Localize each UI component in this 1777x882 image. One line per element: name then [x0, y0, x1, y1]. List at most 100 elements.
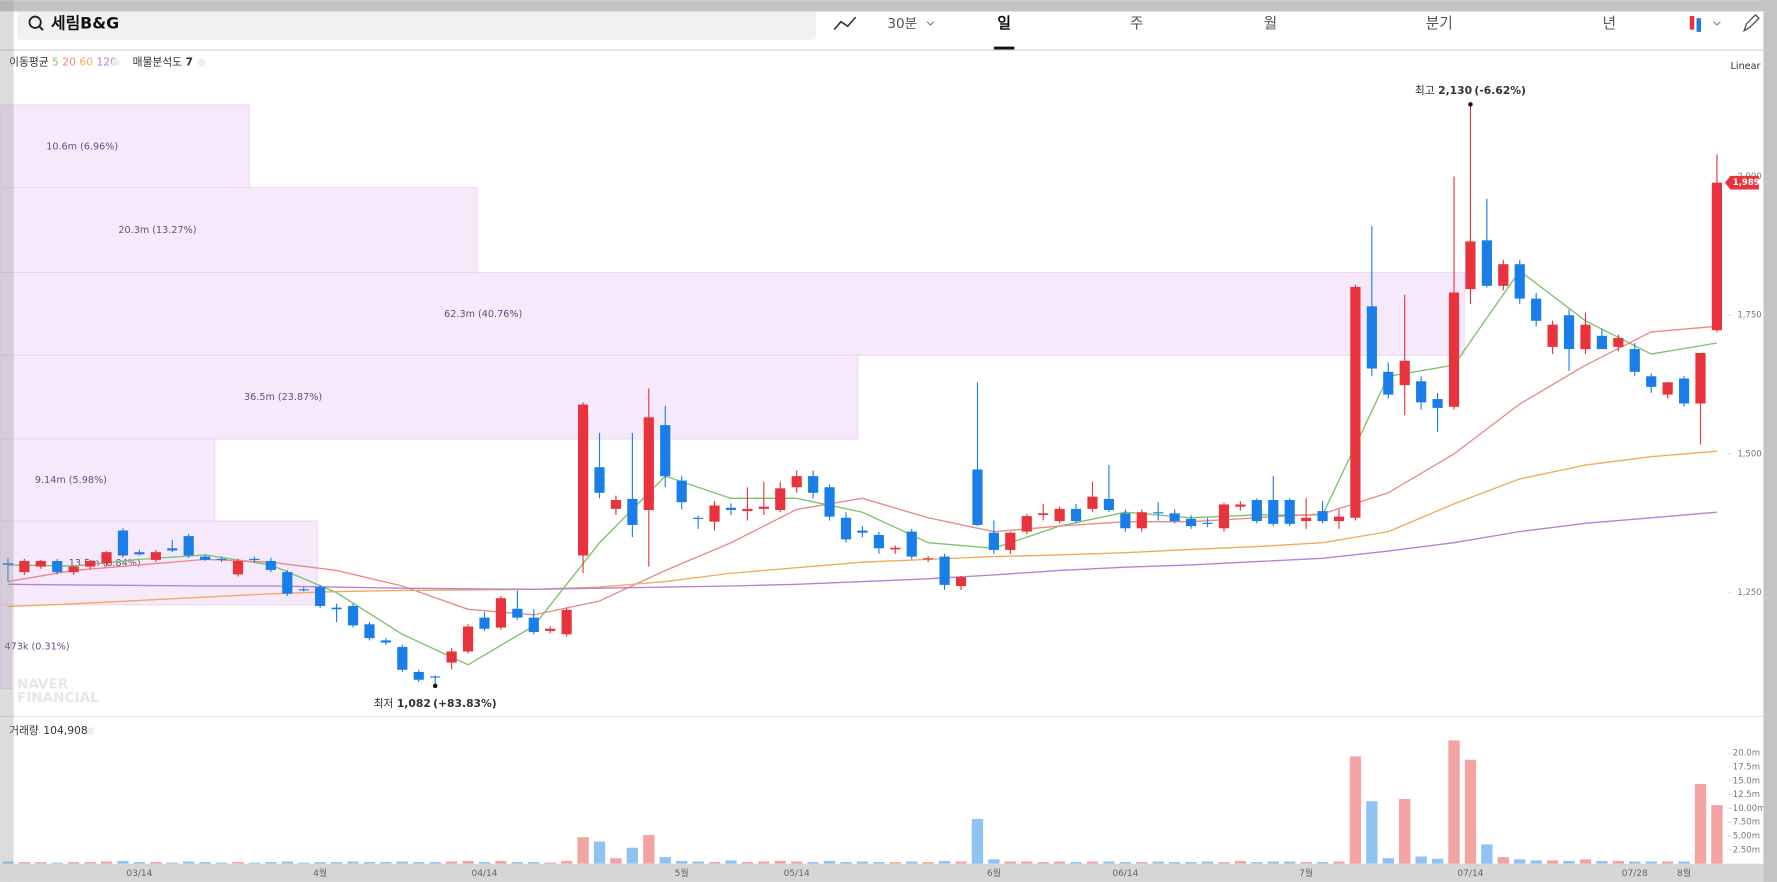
- candle-body: [282, 572, 293, 594]
- candle-icon[interactable]: [1689, 16, 1695, 30]
- search-icon: [38, 25, 44, 31]
- volume-bar: [166, 862, 178, 864]
- draw-icon[interactable]: [1742, 13, 1760, 33]
- candle-body: [923, 558, 934, 560]
- candle-body: [791, 476, 802, 488]
- candle-body: [249, 558, 260, 560]
- candle-body: [1711, 182, 1723, 331]
- candle-body: [1070, 508, 1082, 522]
- legend-title: 이동평균: [9, 55, 49, 68]
- candle-body: [413, 672, 424, 680]
- candle-body: [1498, 264, 1509, 286]
- moving-average-line: [7, 325, 1717, 616]
- candle-body: [1514, 264, 1525, 299]
- volume-bar: [1694, 784, 1707, 864]
- candle-body: [1202, 522, 1213, 524]
- dropdown-icon: [1713, 21, 1721, 26]
- candle-body: [1235, 504, 1246, 507]
- volume-bar: [873, 862, 885, 864]
- volume-bar: [708, 862, 721, 864]
- tab[interactable]: 주: [1130, 15, 1144, 32]
- scale-button[interactable]: Linear: [1731, 61, 1761, 72]
- volume-bar: [35, 862, 47, 864]
- candle-icon[interactable]: [1696, 18, 1702, 32]
- candle-body: [1153, 512, 1164, 514]
- y-tick-label: 10.00m: [1733, 804, 1766, 814]
- volume-bar: [1349, 756, 1362, 864]
- volume-bar: [1464, 759, 1477, 864]
- volume-bar: [1612, 860, 1625, 864]
- candle-body: [183, 536, 194, 556]
- candle-body: [627, 498, 638, 525]
- frame: [0, 0, 14, 882]
- interval-button[interactable]: 30분: [887, 16, 917, 32]
- extreme-label: 최고 2,130 (-6.62%): [1415, 84, 1526, 97]
- candle-body: [561, 609, 572, 635]
- volume-bar: [265, 862, 277, 864]
- x-tick-label: 07/14: [1457, 869, 1483, 879]
- x-tick-label: 05/14: [784, 869, 810, 879]
- x-tick-label: 03/14: [126, 869, 152, 879]
- volume-bar: [380, 862, 392, 864]
- volume-bar: [1136, 862, 1148, 864]
- tab[interactable]: 년: [1602, 15, 1616, 32]
- volume-bar: [544, 862, 556, 864]
- candle-body: [1399, 360, 1410, 386]
- extreme-dot: [432, 683, 438, 689]
- volume-bar: [298, 862, 310, 864]
- volume-bar: [281, 861, 293, 864]
- profile-label: 20.3m (13.27%): [118, 225, 196, 236]
- volume-bar: [528, 862, 540, 864]
- candle-body: [610, 500, 622, 509]
- legend-entry: 20: [62, 55, 76, 68]
- volume-bar: [1053, 861, 1066, 864]
- candle-body: [216, 558, 227, 560]
- volume-bar: [1546, 860, 1559, 864]
- last-price-tag: [1724, 175, 1759, 190]
- volume-bar: [971, 818, 984, 864]
- volume-bar: [1201, 861, 1214, 864]
- tab[interactable]: 분기: [1426, 15, 1453, 32]
- extreme-value: 1,082: [397, 697, 431, 710]
- tab[interactable]: 월: [1264, 15, 1278, 32]
- volume-bar: [791, 861, 803, 864]
- candle-body: [1218, 504, 1230, 529]
- candle-body: [594, 467, 605, 493]
- x-axis: 03/14 4월 04/14 5월 05/14 6월 06/14 7월 07/14 07/28 8월: [126, 867, 1691, 879]
- profile-band: [0, 104, 250, 189]
- profile-label: 9.14m (5.98%): [35, 475, 107, 486]
- candle-body: [1678, 378, 1690, 404]
- candle-body: [1596, 335, 1608, 350]
- candle-body: [347, 605, 359, 626]
- x-tick-label: 07/28: [1622, 869, 1648, 879]
- candle-body: [1416, 381, 1427, 403]
- volume-bar: [133, 862, 146, 864]
- extreme-change: (+83.83%): [433, 697, 497, 710]
- volume-bar: [741, 862, 754, 864]
- volume-bar: [445, 861, 458, 864]
- volume-bar: [1596, 860, 1608, 864]
- volume-bar: [988, 859, 1000, 864]
- volume-bar: [1497, 857, 1509, 864]
- candle-body: [1087, 496, 1098, 509]
- candle-body: [52, 561, 63, 573]
- profile-band: [0, 354, 859, 440]
- candle-body: [693, 517, 704, 519]
- candle-body: [873, 534, 884, 549]
- candle-body: [1021, 516, 1032, 532]
- candle-body: [840, 517, 852, 540]
- volume-bar: [1218, 862, 1230, 864]
- chart-type-icon[interactable]: [833, 16, 857, 31]
- candle-body: [84, 561, 96, 567]
- candle-body: [446, 651, 457, 663]
- volume-bar: [1316, 862, 1329, 864]
- volume-bar: [1481, 844, 1493, 864]
- legend-entry: 60: [79, 55, 93, 68]
- tab[interactable]: 일: [997, 15, 1011, 32]
- candle-body: [397, 647, 408, 670]
- volume-bar: [1399, 799, 1411, 864]
- search-text[interactable]: 세림B&G: [51, 13, 119, 32]
- candle-body: [479, 617, 490, 629]
- search-box[interactable]: [16, 9, 816, 40]
